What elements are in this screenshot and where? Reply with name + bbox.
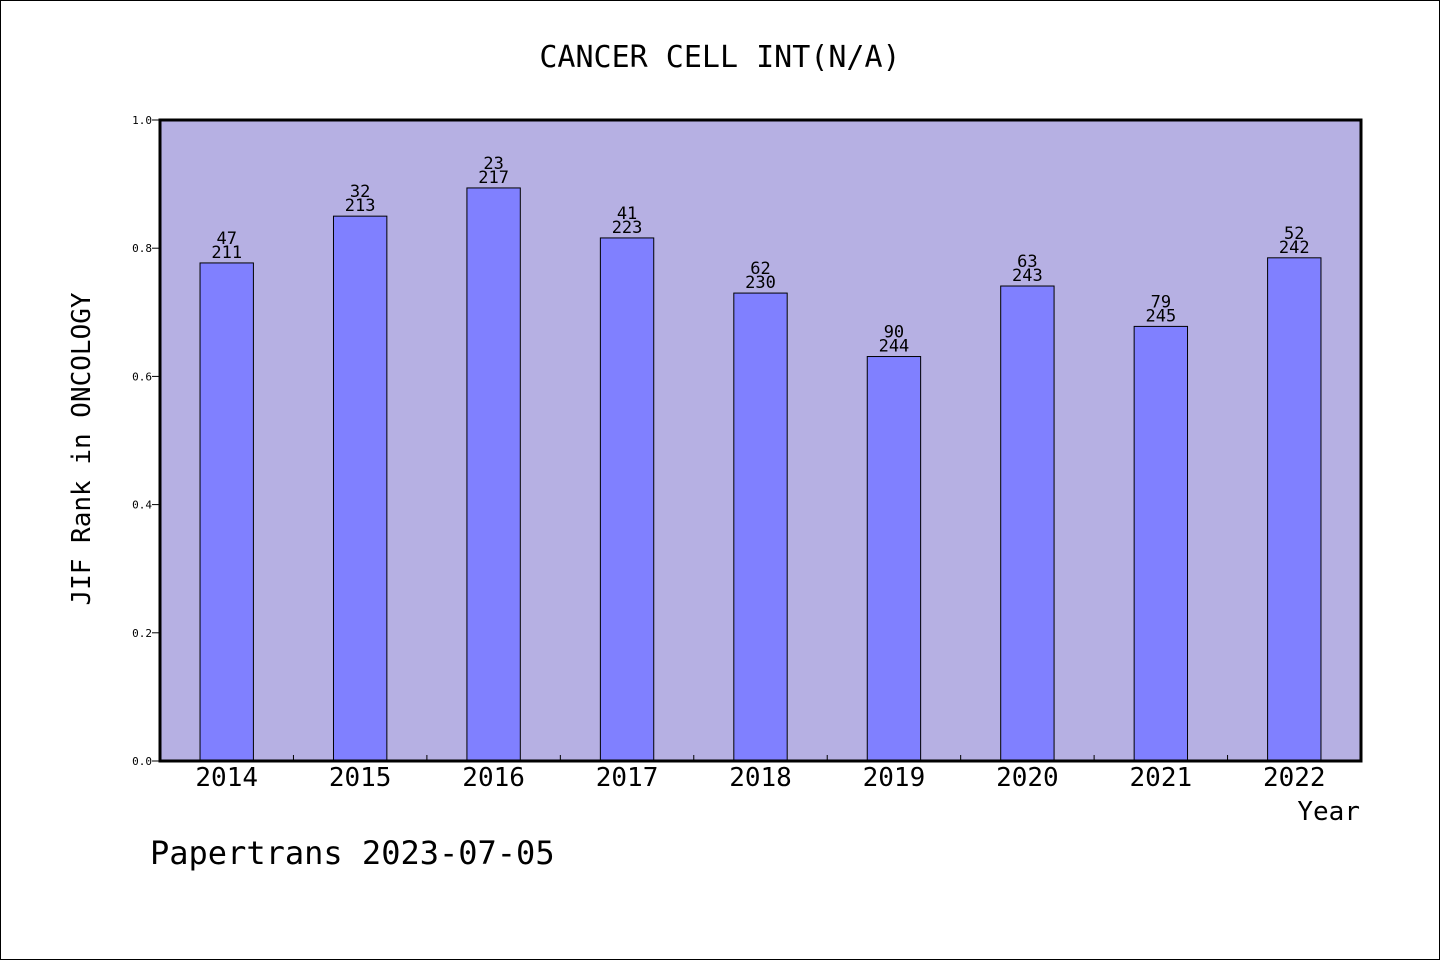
plot-border bbox=[158, 118, 1363, 763]
x-tick-label: 2018 bbox=[729, 763, 792, 793]
bar-label-rank: 62 bbox=[750, 259, 770, 279]
x-tick-label: 2014 bbox=[195, 763, 258, 793]
bar-label-total: 217 bbox=[478, 168, 509, 188]
y-tick-label: 1.0 bbox=[132, 114, 152, 127]
bar-2014 bbox=[199, 262, 254, 762]
x-tick-label: 2017 bbox=[596, 763, 659, 793]
y-tick-label: 0.2 bbox=[132, 627, 152, 640]
bar-label-total: 211 bbox=[211, 243, 242, 263]
y-axis-label: JIF Rank in ONCOLOGY bbox=[67, 292, 97, 605]
y-tick-label: 0.6 bbox=[132, 370, 152, 383]
y-tick-label: 0.0 bbox=[132, 755, 152, 768]
bar-2020 bbox=[1000, 285, 1055, 762]
x-axis: 2014 2015 2016 2017 2018 2019 2020 2021 2022 bbox=[195, 755, 1326, 793]
bar-label-total: 245 bbox=[1145, 306, 1176, 326]
bar-label-rank: 90 bbox=[884, 323, 904, 343]
bar-label-total: 243 bbox=[1012, 266, 1043, 286]
bar-label-total: 230 bbox=[745, 273, 776, 293]
bar-label-total: 244 bbox=[879, 337, 910, 357]
footer-watermark: Papertrans 2023-07-05 bbox=[150, 834, 555, 872]
bar-label-rank: 32 bbox=[350, 182, 370, 202]
x-tick-label: 2015 bbox=[329, 763, 392, 793]
bar-label-rank: 41 bbox=[617, 204, 637, 224]
bar-2022 bbox=[1267, 257, 1322, 762]
x-tick-label: 2021 bbox=[1130, 763, 1193, 793]
bar-2017 bbox=[599, 237, 655, 762]
x-tick-label: 2022 bbox=[1263, 763, 1326, 793]
x-axis-label: Year bbox=[1297, 797, 1360, 827]
y-tick-label: 0.4 bbox=[132, 499, 152, 512]
bar-label-total: 213 bbox=[345, 196, 376, 216]
bar-label-rank: 79 bbox=[1151, 292, 1171, 312]
bar-2018 bbox=[733, 292, 788, 762]
bar-2021 bbox=[1133, 325, 1189, 762]
bar-2016 bbox=[466, 187, 521, 762]
bar-label-rank: 63 bbox=[1017, 252, 1037, 272]
bar-label-rank: 52 bbox=[1284, 224, 1304, 244]
chart-title: CANCER CELL INT(N/A) bbox=[539, 40, 900, 75]
y-axis: 0.0 0.2 0.4 0.6 0.8 1.0 bbox=[132, 114, 160, 768]
x-tick-label: 2020 bbox=[996, 763, 1059, 793]
bar-2015 bbox=[332, 215, 388, 762]
bar-label-total: 242 bbox=[1279, 238, 1310, 258]
x-tick-label: 2019 bbox=[863, 763, 926, 793]
bar-label-rank: 47 bbox=[216, 229, 236, 249]
x-tick-label: 2016 bbox=[462, 763, 525, 793]
y-tick-label: 0.8 bbox=[132, 242, 152, 255]
bar-2019 bbox=[866, 356, 922, 762]
bar-label-total: 223 bbox=[612, 218, 643, 238]
bar-label-rank: 23 bbox=[483, 154, 503, 174]
